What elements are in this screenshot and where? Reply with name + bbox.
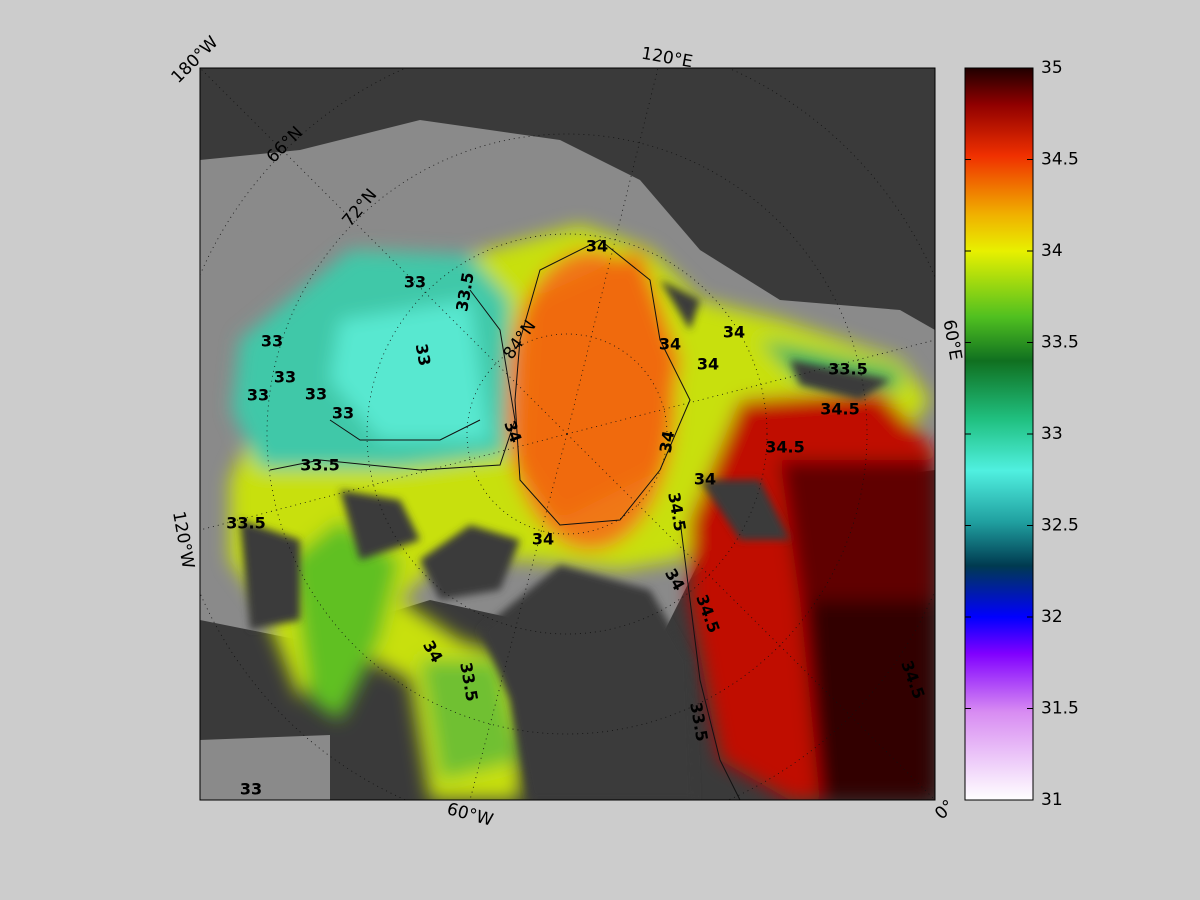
contour-label: 34 bbox=[694, 470, 716, 489]
contour-label: 33 bbox=[412, 342, 435, 367]
contour-label: 34 bbox=[723, 323, 745, 342]
contour-label: 33 bbox=[261, 332, 283, 351]
colorbar-tick-label: 32 bbox=[1041, 607, 1063, 627]
map-grid bbox=[200, 68, 935, 800]
contour-label: 33.5 bbox=[828, 360, 867, 379]
map-frame bbox=[199, 67, 936, 801]
contour-label: 34.5 bbox=[765, 438, 804, 457]
colorbar-tick-label: 32.5 bbox=[1041, 516, 1079, 536]
colorbar-tick-label: 33.5 bbox=[1041, 333, 1079, 353]
contour-label: 33 bbox=[240, 780, 262, 799]
contour-label: 33 bbox=[247, 386, 269, 405]
contour-label: 33 bbox=[305, 385, 327, 404]
colorbar-tick-label: 35 bbox=[1041, 58, 1063, 78]
map-area bbox=[200, 68, 935, 800]
colorbar-tick-label: 31 bbox=[1041, 790, 1063, 810]
contour-label: 34 bbox=[659, 335, 681, 354]
colorbar bbox=[964, 67, 1034, 801]
contour-label: 34 bbox=[697, 355, 719, 374]
lon-label: 120°W bbox=[168, 510, 198, 571]
contour-label: 34 bbox=[586, 237, 608, 256]
contour-label: 34 bbox=[656, 429, 679, 454]
colorbar-tick-label: 31.5 bbox=[1041, 699, 1079, 719]
lon-label: 60°E bbox=[939, 318, 966, 362]
lon-label: 60°W bbox=[445, 799, 496, 831]
colorbar-tick-label: 34.5 bbox=[1041, 150, 1079, 170]
contour-label: 33 bbox=[332, 404, 354, 423]
contour-label: 33 bbox=[404, 273, 426, 292]
contour-label: 33.5 bbox=[300, 456, 339, 475]
colorbar-tick-label: 33 bbox=[1041, 424, 1063, 444]
colorbar-ticks: 31 31.5 32 32.5 33 33.5 34 34.5 35 bbox=[965, 58, 1079, 810]
contour-label: 33.5 bbox=[226, 514, 265, 533]
colorbar-tick-label: 34 bbox=[1041, 241, 1063, 261]
contour-label: 34 bbox=[532, 530, 554, 549]
contour-label: 33 bbox=[274, 368, 296, 387]
contour-label: 34.5 bbox=[820, 400, 859, 419]
